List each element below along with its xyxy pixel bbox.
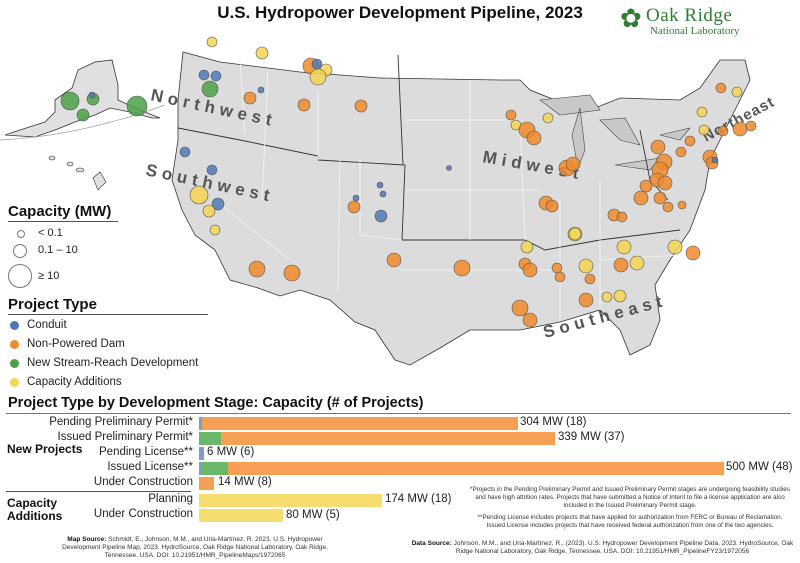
group-label-new-projects: New Projects <box>7 442 83 456</box>
bar-segment-new-stream-reach <box>202 462 228 475</box>
capacity-legend-item: 0.1 – 10 <box>8 242 118 262</box>
yellow-dot-icon <box>10 378 19 387</box>
group-divider <box>6 491 191 492</box>
row-label-under-construction: Under Construction <box>93 476 193 488</box>
bar-pending-license <box>199 447 204 460</box>
legend-item-capacity-additions: Capacity Additions <box>8 373 213 392</box>
project-type-legend-title: Project Type <box>8 296 208 315</box>
bar-issued-license <box>199 462 724 475</box>
chart-title: Project Type by Development Stage: Capac… <box>8 395 424 411</box>
bar-planning <box>199 494 382 507</box>
bar-segment-non-powered-dam <box>221 432 555 445</box>
group-label-capacity-additions: Capacity Additions <box>7 496 63 523</box>
capacity-legend-item: < 0.1 <box>8 227 118 242</box>
capacity-legend: Capacity (MW) < 0.1 0.1 – 10 ≥ 10 <box>8 203 118 290</box>
legend-item-new-stream-reach: New Stream-Reach Development <box>8 354 213 373</box>
data-source: Data Source: Johnson, M.M., and Uria-Mar… <box>411 540 794 555</box>
value-label: 6 MW (6) <box>207 446 255 458</box>
bar-segment-non-powered-dam <box>202 417 518 430</box>
legend-item-conduit: Conduit <box>8 316 213 335</box>
bar-segment-non-powered-dam <box>199 477 214 490</box>
value-label: 14 MW (8) <box>218 476 272 488</box>
bar-pending-preliminary-permit <box>199 417 518 430</box>
project-markers <box>60 36 757 328</box>
bar-issued-preliminary-permit <box>199 432 555 445</box>
project-type-legend: Project Type Conduit Non-Powered Dam New… <box>8 296 213 392</box>
bar-segment-capacity-additions <box>199 494 382 507</box>
capacity-legend-title: Capacity (MW) <box>8 203 118 222</box>
row-label-pending-license: Pending License** <box>99 446 193 458</box>
value-label: 304 MW (18) <box>520 416 587 428</box>
bar-under-construction <box>199 477 214 490</box>
ornl-logo: ✿ Oak Ridge National Laboratory <box>620 3 790 37</box>
bar-segment-conduit <box>199 447 204 460</box>
value-label: 500 MW (48) <box>726 461 793 473</box>
value-label: 80 MW (5) <box>286 509 340 521</box>
page-title: U.S. Hydropower Development Pipeline, 20… <box>217 3 583 22</box>
bar-segment-non-powered-dam <box>228 462 724 475</box>
row-label-issued-preliminary-permit: Issued Preliminary Permit* <box>57 431 193 443</box>
footnote-preliminary-permit: *Projects in the Pending Preliminary Per… <box>470 486 790 509</box>
logo-line2: National Laboratory <box>650 25 740 37</box>
green-dot-icon <box>10 359 19 368</box>
blue-dot-icon <box>10 321 19 330</box>
small-circle-icon <box>17 230 25 238</box>
bar-additions-under-construction <box>199 509 283 522</box>
orange-dot-icon <box>10 340 19 349</box>
hawaii-shape <box>48 155 107 191</box>
us-map: Northwest Southwest Midwest Northeast So… <box>0 36 778 366</box>
row-label-additions-under-construction: Under Construction <box>93 508 193 520</box>
footnote-license: **Pending License includes projects that… <box>477 514 783 529</box>
chart-divider <box>6 413 791 414</box>
oak-leaf-icon: ✿ <box>620 3 642 33</box>
row-label-issued-license: Issued License** <box>107 461 193 473</box>
bar-segment-capacity-additions <box>199 509 283 522</box>
legend-item-non-powered-dam: Non-Powered Dam <box>8 335 213 354</box>
value-label: 339 MW (37) <box>558 431 625 443</box>
value-label: 174 MW (18) <box>385 493 452 505</box>
map-source: Map Source: Schmidt, E., Johnson, M.M., … <box>62 536 328 559</box>
capacity-legend-item: ≥ 10 <box>8 262 118 290</box>
bar-segment-new-stream-reach <box>199 432 221 445</box>
medium-circle-icon <box>13 244 27 258</box>
row-label-pending-preliminary-permit: Pending Preliminary Permit* <box>49 416 193 428</box>
bar-segment-conduit <box>199 417 202 430</box>
row-label-planning: Planning <box>148 493 193 505</box>
logo-line1: Oak Ridge <box>646 5 733 26</box>
bar-segment-conduit <box>199 462 202 475</box>
large-circle-icon <box>8 264 32 288</box>
